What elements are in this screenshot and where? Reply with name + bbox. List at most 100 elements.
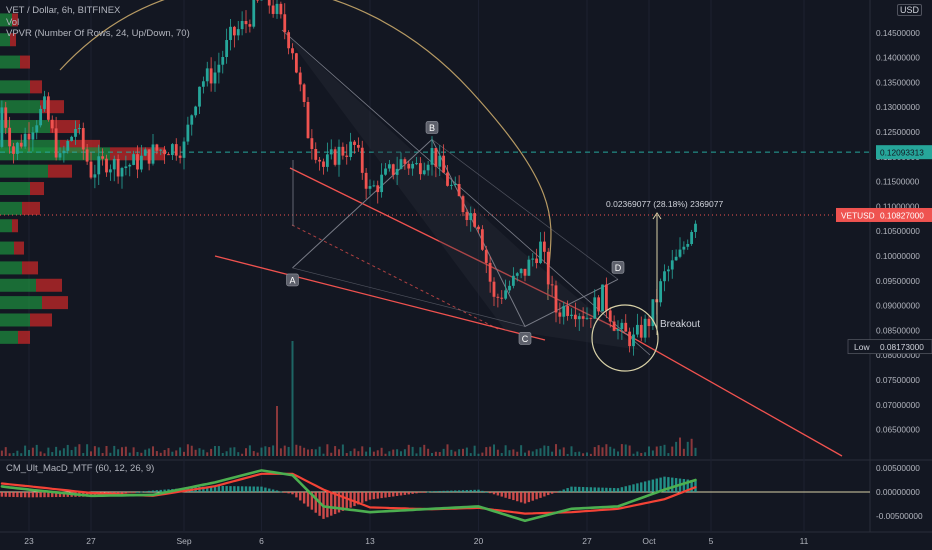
volume-bar [260, 447, 263, 456]
volume-bar [59, 450, 61, 456]
macd-histogram-bar [35, 492, 38, 498]
macd-histogram-bar [539, 492, 542, 498]
currency-button[interactable]: USD [896, 4, 922, 16]
date-tick-label: 23 [24, 536, 34, 546]
candle-body [128, 164, 132, 167]
candle-body [27, 133, 31, 140]
date-tick-label: Oct [642, 536, 656, 546]
volume-bar [86, 444, 89, 456]
volume-bar [299, 445, 302, 456]
candle-body [101, 156, 105, 159]
candle-body [155, 144, 159, 151]
macd-histogram-bar [516, 492, 519, 502]
volume-bar [349, 451, 352, 456]
volume-bar [500, 452, 503, 456]
macd-histogram-bar [512, 492, 515, 501]
vpvr-up-bar [0, 55, 20, 69]
volume-bar [307, 449, 309, 456]
macd-histogram-bar [481, 490, 484, 492]
candle-body [643, 318, 647, 338]
macd-histogram-bar [550, 492, 554, 494]
macd-histogram-bar [547, 492, 550, 496]
volume-bar [485, 447, 488, 456]
macd-histogram-bar [151, 490, 155, 492]
volume-bar [117, 449, 120, 456]
volume-bar [35, 444, 38, 456]
candle-body [550, 284, 554, 286]
volume-bar [675, 441, 678, 456]
candle-body [50, 119, 54, 129]
macd-histogram-bar [275, 490, 279, 492]
macd-histogram-bar [299, 492, 302, 501]
candle-body [403, 159, 407, 164]
candle-body [159, 149, 163, 151]
volume-bar [31, 447, 34, 456]
volume-bar [570, 446, 573, 456]
candle-body [612, 321, 616, 331]
candle-body [93, 174, 97, 178]
volume-bar [338, 449, 340, 456]
abcd-point-box [518, 332, 532, 345]
candle-body [15, 142, 19, 154]
volume-bar [535, 449, 538, 456]
macd-histogram-bar [279, 491, 283, 493]
macd-histogram-bar [264, 487, 267, 492]
macd-histogram-bar [415, 492, 418, 494]
measure-arrow [652, 212, 662, 220]
volume-bar [303, 447, 306, 456]
candle-body [201, 81, 205, 87]
macd-histogram-bar [500, 492, 503, 497]
macd-histogram-bar [640, 482, 643, 492]
channel-upper-line [289, 167, 613, 327]
candle-body [477, 226, 480, 230]
macd-histogram-bar [558, 490, 562, 492]
macd-histogram-bar [27, 492, 31, 498]
volume-bar [605, 444, 608, 456]
volume-bar [613, 448, 616, 456]
candle-body [624, 322, 628, 332]
macd-histogram-bar [616, 488, 620, 492]
volume-bar [229, 447, 232, 456]
candle-body [108, 169, 112, 173]
candle-body [577, 316, 581, 320]
volume-bar [314, 449, 317, 456]
candle-body [329, 149, 333, 155]
volume-bar [322, 453, 325, 456]
candle-body [659, 281, 663, 303]
resistance-tag [876, 145, 932, 160]
volume-bar [12, 453, 15, 456]
volume-bar [136, 451, 139, 456]
candle-body [484, 249, 488, 263]
macd-histogram-bar [485, 492, 488, 493]
volume-bar [376, 450, 379, 456]
vpvr-up-bar [0, 100, 40, 114]
macd-histogram-bar [434, 491, 438, 492]
candle-body [465, 212, 469, 221]
candle-body [333, 149, 337, 165]
volume-bar [245, 448, 247, 456]
macd-histogram-bar [124, 492, 128, 494]
candle-body [58, 153, 62, 158]
volume-bar [39, 451, 42, 456]
volume-bar [105, 446, 108, 456]
volume-bar [16, 450, 19, 456]
volume-bar [462, 448, 464, 456]
vpvr-up-bar [0, 182, 30, 196]
macd-histogram-bar [570, 486, 573, 492]
candle-body [97, 156, 101, 175]
candle-body [0, 107, 4, 147]
volume-bar [74, 446, 77, 456]
candle-body [236, 29, 240, 36]
macd-histogram-bar [461, 490, 465, 492]
candle-body [143, 149, 147, 156]
candle-body [558, 312, 562, 317]
macd-histogram-bar [229, 486, 232, 492]
candle-body [147, 149, 151, 164]
price-tick-label: 0.12500000 [876, 127, 920, 137]
volume-bar [415, 453, 418, 456]
candle-body [186, 124, 190, 142]
macd-histogram-bar [89, 492, 93, 497]
volume-bar [690, 438, 693, 456]
